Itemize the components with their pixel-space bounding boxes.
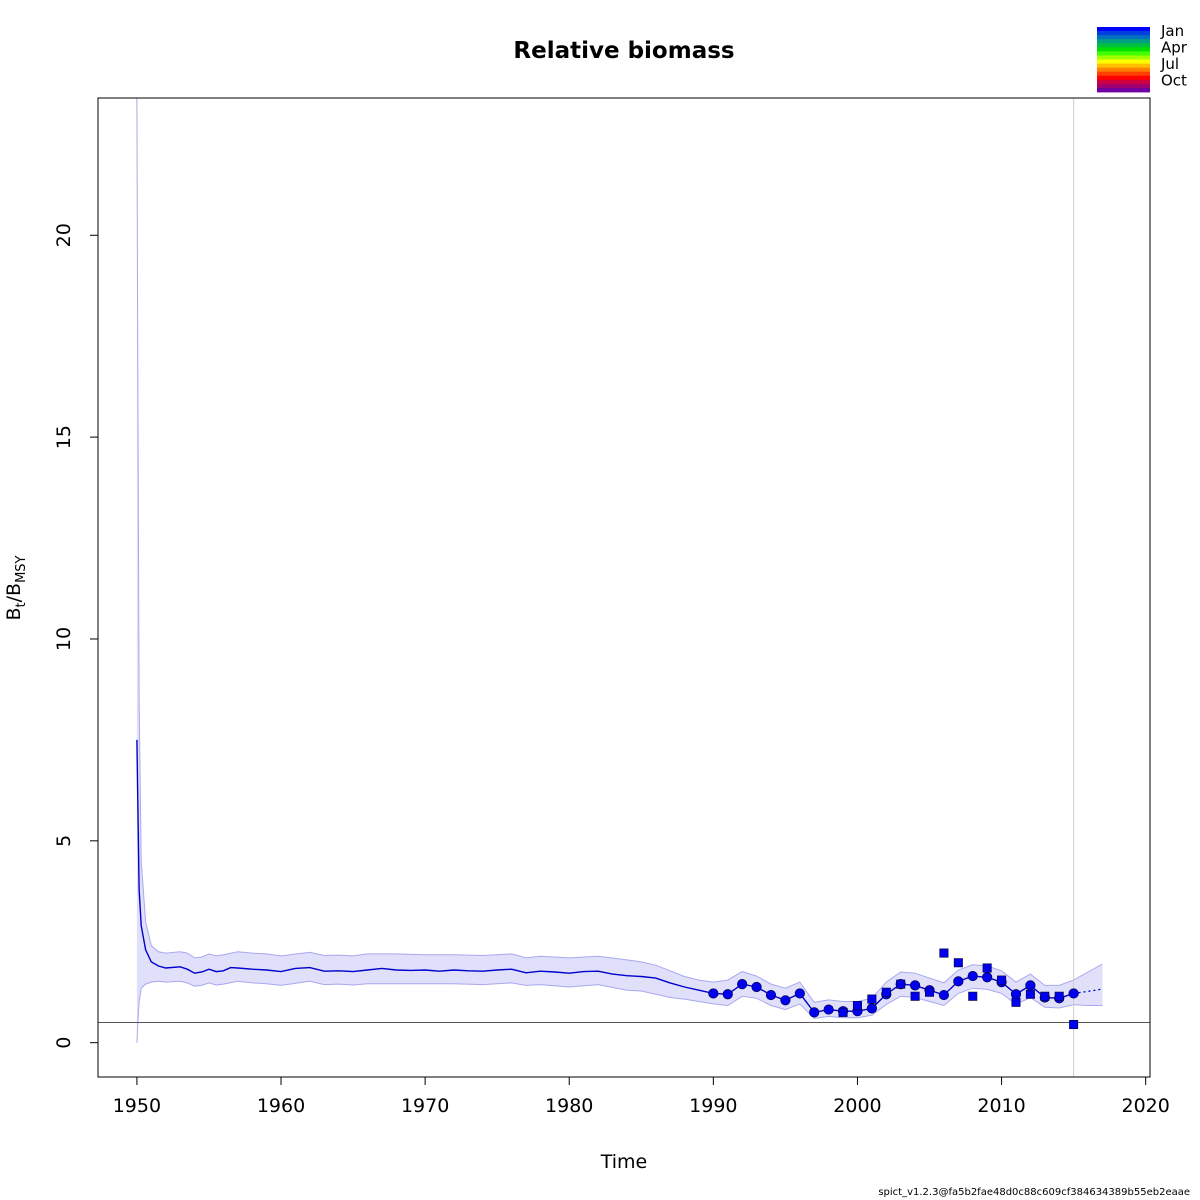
index2-point <box>968 991 978 1001</box>
legend-swatch <box>1097 27 1150 32</box>
y-tick-label: 0 <box>53 1037 75 1049</box>
index2-point <box>867 994 877 1004</box>
index2-point <box>982 963 992 973</box>
index1-point <box>982 972 993 983</box>
legend-swatch <box>1097 87 1150 93</box>
legend-label: Jul <box>1160 55 1179 73</box>
index2-point <box>953 958 963 968</box>
y-label-sep: /B <box>3 583 25 602</box>
y-tick-label: 15 <box>53 425 75 449</box>
x-tick-label: 1960 <box>257 1095 305 1117</box>
x-tick-label: 1970 <box>401 1095 449 1117</box>
x-tick-label: 1950 <box>113 1095 161 1117</box>
legend-swatch <box>1097 63 1150 69</box>
index1-point <box>953 976 964 987</box>
index1-point <box>765 989 777 1001</box>
legend-label: Jan <box>1160 22 1184 40</box>
index2-point <box>925 987 935 997</box>
x-tick-label: 2010 <box>977 1095 1025 1117</box>
index2-point <box>910 991 920 1001</box>
y-tick-label: 5 <box>53 835 75 847</box>
legend-swatch <box>1097 35 1150 40</box>
legend-swatch <box>1097 67 1150 73</box>
x-tick-label: 2000 <box>833 1095 881 1117</box>
index1-point <box>1010 989 1022 1000</box>
index2-point <box>896 979 906 989</box>
index2-point <box>881 987 891 997</box>
legend-label: Apr <box>1161 39 1188 57</box>
index1-point <box>866 1003 877 1014</box>
legend-swatch <box>1097 51 1150 56</box>
index1-point <box>780 995 791 1006</box>
index2-point <box>939 948 949 958</box>
x-tick-label: 1980 <box>545 1095 593 1117</box>
index1-point <box>967 970 978 982</box>
index1-point <box>938 989 950 1001</box>
legend-swatch <box>1097 79 1150 85</box>
x-axis: 1950 1960 1970 1980 1990 2000 2010 2020 <box>113 1076 1170 1117</box>
legend-label: Oct <box>1161 72 1187 90</box>
chart-title: Relative biomass <box>513 38 734 64</box>
index1-point <box>823 1004 834 1015</box>
index1-point <box>1025 980 1036 991</box>
confidence-band <box>136 98 1103 1043</box>
legend-swatch <box>1097 55 1150 60</box>
x-axis-label: Time <box>600 1151 648 1173</box>
index1-point <box>809 1007 820 1018</box>
index1-point <box>722 989 733 1000</box>
index2-point <box>997 975 1007 985</box>
y-axis: 0 5 10 15 20 <box>53 223 99 1049</box>
index1-point <box>910 980 921 991</box>
index2-point <box>1040 991 1050 1001</box>
index1-point <box>737 979 748 990</box>
legend-swatch <box>1097 75 1150 81</box>
legend-swatch <box>1097 31 1150 36</box>
index2-point <box>1069 1020 1079 1030</box>
version-footer: spict_v1.2.3@fa5b2fae48d0c88c609cf384634… <box>878 1187 1190 1198</box>
legend-swatch <box>1097 43 1150 48</box>
y-tick-label: 20 <box>53 223 75 247</box>
legend-swatch <box>1097 39 1150 44</box>
ci-upper-line <box>136 97 1103 1003</box>
y-tick-label: 10 <box>53 627 75 651</box>
index1-point <box>751 981 762 993</box>
y-label-sub2: MSY <box>14 555 29 582</box>
x-tick-label: 2020 <box>1121 1095 1169 1117</box>
index2-point <box>1025 989 1035 999</box>
index2-point <box>838 1007 848 1017</box>
legend-swatch <box>1097 83 1150 89</box>
index2-point <box>1054 991 1064 1001</box>
index2-point <box>1011 997 1021 1007</box>
index2-point <box>852 1001 862 1011</box>
legend-swatch <box>1097 47 1150 52</box>
legend-swatch <box>1097 59 1150 64</box>
x-tick-label: 1990 <box>689 1095 737 1117</box>
plot-frame <box>97 97 1151 1078</box>
y-label-sub1: t <box>14 602 29 607</box>
index1-point <box>708 988 719 999</box>
index1-point <box>794 988 805 999</box>
plot-area <box>98 97 1150 1077</box>
ci-lower-line <box>136 980 1103 1043</box>
y-label-main: B <box>3 607 25 620</box>
index1-point <box>1068 988 1079 999</box>
legend-swatch <box>1097 71 1150 77</box>
y-axis-label: Bt/BMSY <box>3 555 29 620</box>
